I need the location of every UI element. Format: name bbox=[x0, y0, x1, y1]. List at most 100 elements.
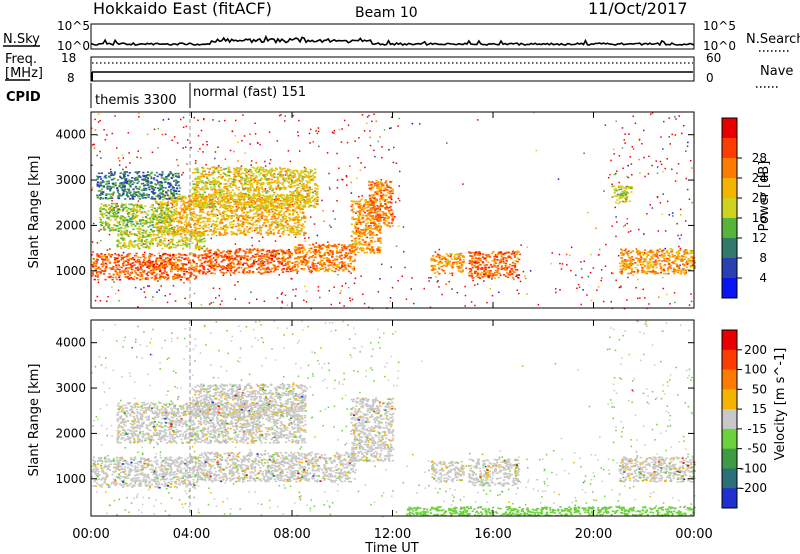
echo-speckle bbox=[381, 156, 383, 159]
echo-cell bbox=[288, 209, 292, 212]
echo-cell bbox=[197, 254, 200, 257]
echo-cell bbox=[142, 258, 146, 261]
echo-cell bbox=[281, 253, 284, 256]
echo-cell bbox=[286, 223, 289, 226]
echo-speckle bbox=[630, 163, 633, 165]
echo-cell bbox=[271, 204, 274, 207]
echo-cell bbox=[276, 268, 279, 271]
echo-cell bbox=[175, 204, 178, 206]
echo-cell bbox=[237, 271, 241, 274]
echo-cell bbox=[229, 226, 232, 229]
echo-cell bbox=[279, 175, 282, 178]
plot-title: Hokkaido East (fitACF) bbox=[93, 0, 272, 18]
echo-cell bbox=[231, 226, 234, 229]
echo-cell bbox=[104, 278, 107, 281]
echo-cell bbox=[304, 260, 308, 262]
echo-speckle bbox=[92, 251, 94, 253]
echo-cell bbox=[101, 258, 104, 261]
echo-cell bbox=[182, 208, 185, 210]
echo-cell bbox=[146, 234, 149, 236]
echo-cell bbox=[257, 251, 260, 253]
echo-cell bbox=[107, 180, 110, 183]
echo-cell bbox=[151, 260, 154, 263]
echo-cell bbox=[243, 218, 246, 221]
echo-cell bbox=[140, 244, 143, 247]
echo-cell bbox=[224, 210, 227, 213]
echo-cell bbox=[176, 270, 179, 272]
echo-cell bbox=[330, 269, 334, 272]
echo-cell bbox=[250, 223, 253, 226]
echo-cell bbox=[262, 174, 265, 176]
echo-cell bbox=[153, 267, 156, 269]
echo-cell bbox=[289, 190, 292, 193]
echo-cell bbox=[93, 278, 96, 281]
echo-cell bbox=[265, 195, 268, 198]
echo-cell bbox=[217, 209, 220, 212]
echo-cell bbox=[193, 226, 196, 229]
echo-cell bbox=[107, 252, 111, 255]
echo-speckle bbox=[486, 301, 488, 304]
echo-cell bbox=[212, 171, 215, 174]
echo-cell bbox=[348, 256, 351, 259]
echo-cell bbox=[265, 197, 268, 200]
echo-speckle bbox=[284, 294, 287, 297]
echo-speckle bbox=[214, 151, 217, 153]
echo-cell bbox=[261, 188, 264, 191]
echo-cell bbox=[342, 245, 346, 248]
echo-cell bbox=[160, 193, 163, 195]
echo-cell bbox=[182, 214, 185, 217]
echo-cell bbox=[211, 187, 214, 190]
echo-cell bbox=[305, 253, 308, 256]
echo-cell bbox=[273, 200, 276, 202]
echo-cell bbox=[120, 254, 123, 257]
echo-cell bbox=[231, 266, 234, 269]
echo-cell bbox=[296, 196, 299, 199]
echo-speckle bbox=[297, 135, 300, 137]
echo-speckle bbox=[277, 184, 280, 186]
echo-cell bbox=[196, 184, 199, 187]
echo-cell bbox=[209, 183, 212, 186]
echo-speckle bbox=[117, 157, 120, 159]
echo-cell bbox=[196, 270, 199, 273]
echo-cell bbox=[245, 183, 248, 186]
echo-cell bbox=[241, 225, 244, 228]
echo-cell bbox=[246, 221, 250, 224]
echo-cell bbox=[311, 174, 314, 177]
echo-cell bbox=[108, 261, 112, 264]
echo-cell bbox=[260, 201, 263, 204]
echo-cell bbox=[220, 254, 224, 257]
echo-speckle bbox=[304, 240, 307, 242]
echo-cell bbox=[318, 250, 321, 253]
echo-cell bbox=[203, 250, 206, 252]
echo-cell bbox=[128, 257, 131, 260]
echo-cell bbox=[335, 247, 338, 249]
echo-cell bbox=[256, 210, 259, 212]
echo-cell bbox=[174, 217, 177, 220]
echo-cell bbox=[333, 263, 336, 265]
echo-cell bbox=[328, 253, 331, 255]
echo-cell bbox=[259, 268, 262, 271]
echo-cell bbox=[124, 246, 128, 248]
echo-speckle bbox=[91, 189, 93, 191]
echo-cell bbox=[260, 200, 263, 202]
echo-cell bbox=[303, 232, 306, 234]
echo-cell bbox=[294, 261, 297, 263]
echo-speckle bbox=[327, 241, 329, 244]
echo-cell bbox=[233, 192, 236, 195]
echo-cell bbox=[238, 195, 241, 198]
echo-cell bbox=[259, 166, 263, 169]
echo-cell bbox=[198, 259, 201, 261]
echo-cell bbox=[207, 204, 210, 207]
echo-cell bbox=[261, 205, 265, 208]
echo-cell bbox=[262, 175, 265, 177]
echo-cell bbox=[182, 212, 186, 214]
echo-cell bbox=[222, 172, 225, 174]
echo-cell bbox=[158, 260, 161, 262]
echo-cell bbox=[227, 252, 230, 255]
echo-speckle bbox=[428, 276, 430, 279]
echo-cell bbox=[158, 192, 161, 195]
echo-speckle bbox=[117, 253, 120, 256]
echo-cell bbox=[105, 256, 108, 258]
echo-cell bbox=[267, 271, 270, 274]
echo-cell bbox=[203, 261, 206, 264]
